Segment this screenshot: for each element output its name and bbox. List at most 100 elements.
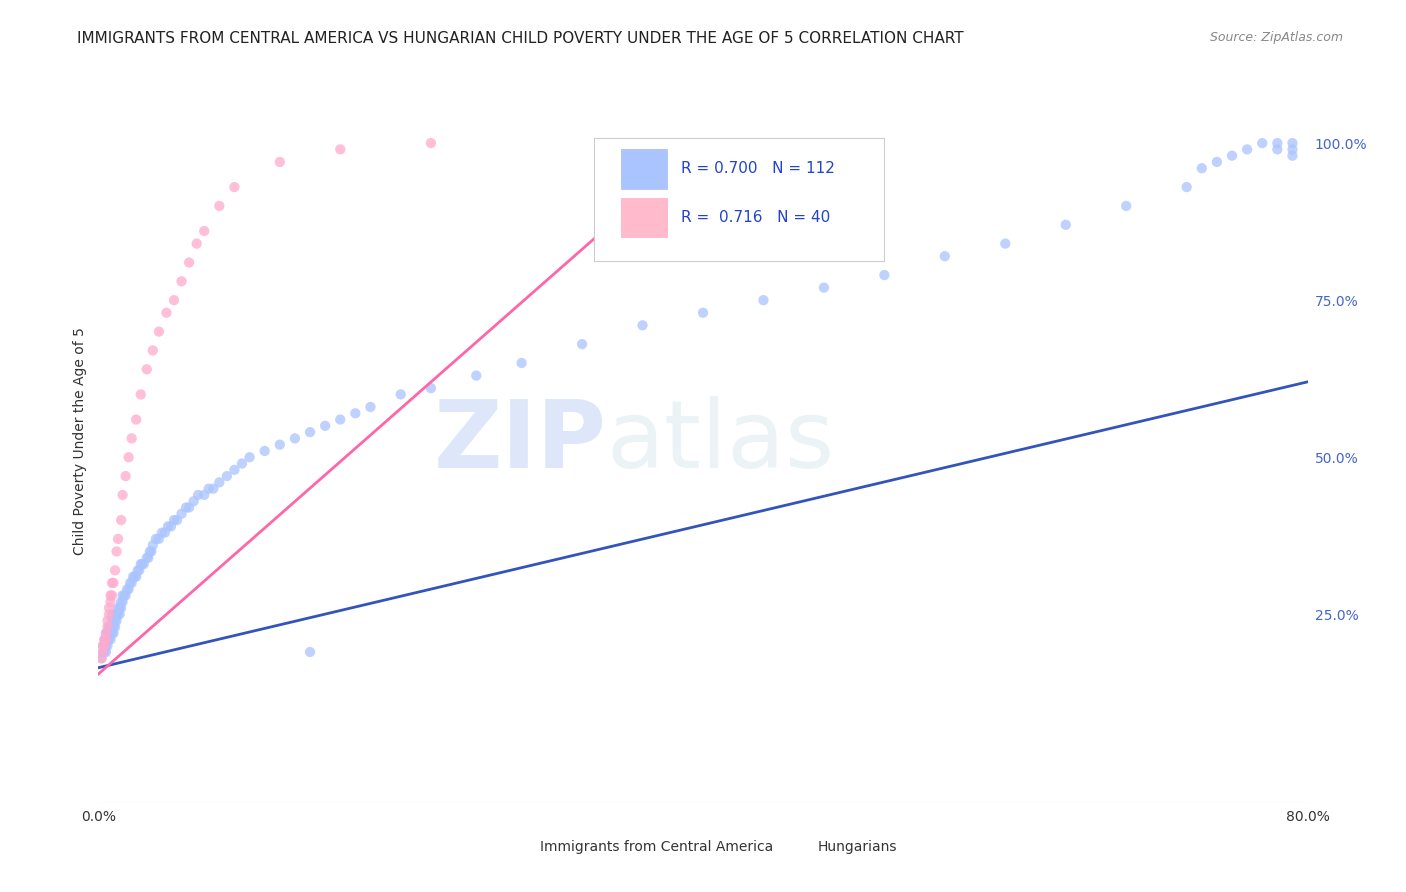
Point xyxy=(100,632,122,647)
Point xyxy=(91,639,114,653)
Point xyxy=(103,620,125,634)
Point xyxy=(96,614,118,628)
FancyBboxPatch shape xyxy=(595,138,884,260)
Point xyxy=(692,306,714,320)
Point xyxy=(129,557,152,571)
Text: ZIP: ZIP xyxy=(433,395,606,488)
Point xyxy=(94,639,117,653)
Point xyxy=(101,589,124,603)
Point xyxy=(299,645,322,659)
Point xyxy=(299,425,322,439)
Point xyxy=(124,569,146,583)
Point xyxy=(1054,218,1077,232)
Point xyxy=(93,639,115,653)
Text: atlas: atlas xyxy=(606,395,835,488)
Point xyxy=(139,544,162,558)
Point xyxy=(125,412,148,426)
Point xyxy=(110,601,132,615)
Point xyxy=(571,337,593,351)
Point xyxy=(104,563,127,577)
Point xyxy=(186,236,208,251)
Point xyxy=(115,582,138,597)
Point xyxy=(100,620,122,634)
Point xyxy=(98,626,121,640)
Point xyxy=(148,325,170,339)
Point xyxy=(107,607,129,622)
Point xyxy=(153,525,176,540)
Point xyxy=(239,450,262,465)
Point xyxy=(132,557,155,571)
Point xyxy=(389,387,412,401)
Point xyxy=(121,431,143,445)
Text: R = 0.700   N = 112: R = 0.700 N = 112 xyxy=(682,161,835,177)
Point xyxy=(145,532,167,546)
Point xyxy=(121,575,143,590)
Point xyxy=(163,293,186,308)
Point xyxy=(994,236,1017,251)
Point xyxy=(105,607,128,622)
Point xyxy=(284,431,307,445)
FancyBboxPatch shape xyxy=(621,198,666,237)
Point xyxy=(231,457,253,471)
Point xyxy=(314,418,336,433)
Point xyxy=(94,632,117,647)
Point xyxy=(103,614,125,628)
Point xyxy=(112,589,135,603)
Point xyxy=(93,632,115,647)
Point xyxy=(193,224,215,238)
Point xyxy=(179,500,201,515)
Point xyxy=(187,488,209,502)
Point xyxy=(103,626,125,640)
Point xyxy=(93,639,115,653)
Point xyxy=(208,475,231,490)
Point xyxy=(813,280,835,294)
Point xyxy=(224,463,246,477)
Text: IMMIGRANTS FROM CENTRAL AMERICA VS HUNGARIAN CHILD POVERTY UNDER THE AGE OF 5 CO: IMMIGRANTS FROM CENTRAL AMERICA VS HUNGA… xyxy=(77,31,965,46)
Point xyxy=(108,601,131,615)
Point xyxy=(111,589,134,603)
Point xyxy=(110,595,132,609)
Point xyxy=(156,519,179,533)
Point xyxy=(420,381,443,395)
Point xyxy=(114,589,136,603)
Point xyxy=(118,582,141,597)
Point xyxy=(142,343,165,358)
Point xyxy=(96,620,118,634)
Point xyxy=(101,575,124,590)
Point xyxy=(127,563,149,577)
Point xyxy=(108,607,131,622)
Point xyxy=(1220,149,1243,163)
Point xyxy=(94,626,117,640)
Point xyxy=(150,525,173,540)
FancyBboxPatch shape xyxy=(498,838,527,864)
Text: Immigrants from Central America: Immigrants from Central America xyxy=(540,840,773,854)
Point xyxy=(934,249,956,263)
Point xyxy=(1281,149,1303,163)
Point xyxy=(174,500,197,515)
Point xyxy=(100,595,122,609)
Point xyxy=(269,155,291,169)
Point xyxy=(224,180,246,194)
Point xyxy=(93,645,115,659)
Text: Hungarians: Hungarians xyxy=(818,840,897,854)
Point xyxy=(96,639,118,653)
Point xyxy=(360,400,382,414)
Point xyxy=(170,274,193,288)
Point xyxy=(253,444,276,458)
Y-axis label: Child Poverty Under the Age of 5: Child Poverty Under the Age of 5 xyxy=(73,327,87,556)
Point xyxy=(111,595,134,609)
Point xyxy=(1191,161,1213,176)
Point xyxy=(128,563,150,577)
Point xyxy=(91,645,114,659)
Point xyxy=(179,255,201,269)
Point xyxy=(122,569,145,583)
Point xyxy=(110,513,132,527)
Point xyxy=(111,488,134,502)
Point xyxy=(131,557,153,571)
Point xyxy=(129,387,152,401)
Point xyxy=(269,438,291,452)
Point xyxy=(105,544,128,558)
Point xyxy=(160,519,183,533)
Point xyxy=(101,626,124,640)
Point xyxy=(94,645,117,659)
